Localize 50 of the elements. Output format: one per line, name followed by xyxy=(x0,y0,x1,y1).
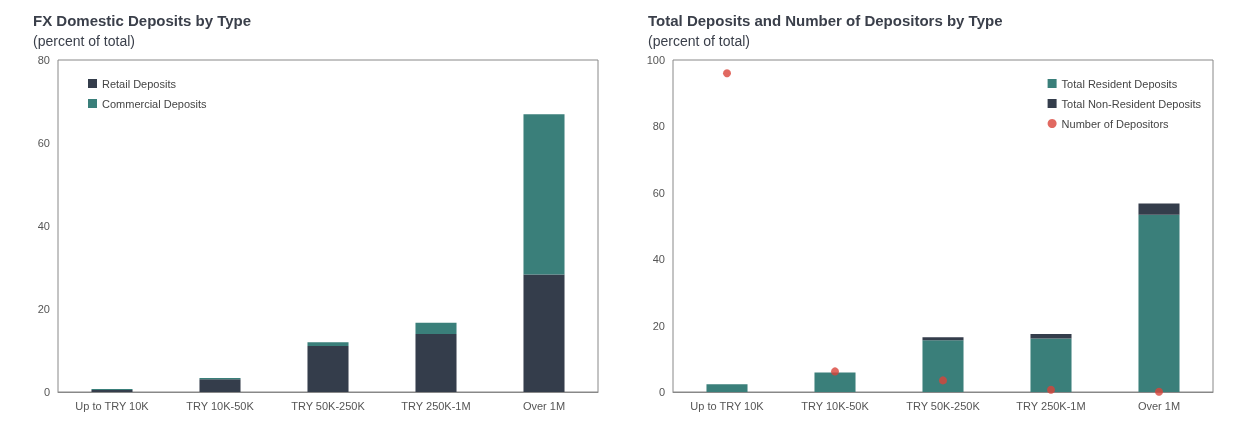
bar xyxy=(199,379,241,392)
y-tick-label: 40 xyxy=(37,220,50,232)
bar xyxy=(1138,203,1180,215)
bar xyxy=(814,372,856,392)
bar xyxy=(1030,333,1072,339)
legend-label: Number of Depositors xyxy=(1061,117,1170,130)
bar xyxy=(922,340,964,392)
y-tick-label: 0 xyxy=(43,386,50,398)
x-tick-label: TRY 50K-250K xyxy=(906,399,981,412)
x-tick-label: Up to TRY 10K xyxy=(690,399,765,412)
bar xyxy=(1138,214,1180,392)
bar xyxy=(922,337,964,341)
y-tick-label: 60 xyxy=(652,186,665,199)
bar xyxy=(307,342,349,346)
legend-label: Total Non-Resident Deposits xyxy=(1061,97,1202,110)
legend-label: Total Resident Deposits xyxy=(1061,77,1178,90)
point xyxy=(1047,385,1055,394)
chart-subtitle: (percent of total) xyxy=(648,33,750,49)
bar xyxy=(523,114,565,275)
x-tick-label: TRY 10K-50K xyxy=(186,399,255,412)
x-tick-label: TRY 50K-250K xyxy=(291,399,366,412)
y-tick-label: 60 xyxy=(37,137,50,149)
x-tick-label: TRY 250K-1M xyxy=(1016,399,1086,412)
x-tick-label: Up to TRY 10K xyxy=(75,399,150,412)
chart-subtitle: (percent of total) xyxy=(33,33,135,49)
x-tick-label: Over 1M xyxy=(522,399,566,412)
point xyxy=(939,376,947,385)
bar xyxy=(523,274,565,392)
x-tick-label: TRY 250K-1M xyxy=(401,399,471,412)
point xyxy=(1155,387,1163,396)
bar xyxy=(415,322,457,334)
x-tick-label: TRY 10K-50K xyxy=(801,399,870,412)
legend-label: Commercial Deposits xyxy=(102,97,208,110)
chart-title: Total Deposits and Number of Depositors by Type xyxy=(648,12,1003,29)
chart-title: FX Domestic Deposits by Type xyxy=(33,12,252,29)
point xyxy=(831,367,839,376)
y-tick-label: 20 xyxy=(37,303,50,315)
y-tick-label: 20 xyxy=(652,319,665,332)
y-tick-label: 80 xyxy=(37,54,50,66)
point xyxy=(723,69,731,78)
y-tick-label: 80 xyxy=(652,120,665,133)
bar xyxy=(706,384,748,392)
x-tick-label: Over 1M xyxy=(1137,399,1181,412)
legend-label: Retail Deposits xyxy=(102,77,177,90)
y-tick-label: 0 xyxy=(658,386,665,398)
bar xyxy=(1030,338,1072,392)
bar xyxy=(307,345,349,392)
bar xyxy=(415,333,457,392)
y-tick-label: 100 xyxy=(646,54,665,66)
y-tick-label: 40 xyxy=(652,253,665,266)
